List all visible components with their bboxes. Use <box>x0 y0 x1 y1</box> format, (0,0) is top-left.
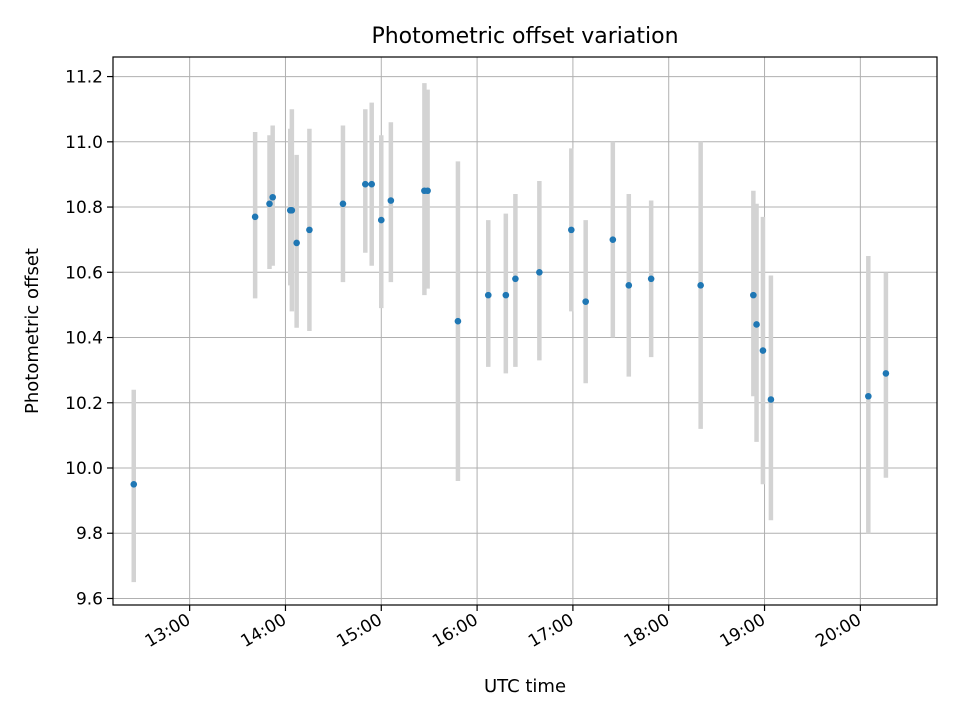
x-tick-label: 19:00 <box>717 610 769 652</box>
y-tick-label: 9.8 <box>76 524 103 544</box>
x-tick-label: 15:00 <box>333 610 385 652</box>
x-tick-label: 20:00 <box>812 610 864 652</box>
data-point <box>368 180 375 188</box>
x-tick-label: 17:00 <box>525 610 577 652</box>
y-tick-label: 10.0 <box>65 459 103 479</box>
data-point <box>697 282 704 289</box>
data-point <box>767 396 775 403</box>
plot-frame <box>112 56 938 606</box>
x-axis-label: UTC time <box>484 676 566 697</box>
y-axis: 9.6 9.8 10.0 10.2 10.4 10.6 10.8 11.0 11.2 <box>65 68 113 609</box>
y-tick-label: 11.2 <box>65 68 103 88</box>
data-point <box>647 275 655 283</box>
y-tick-label: 11.0 <box>65 133 103 153</box>
y-tick-label: 10.6 <box>65 263 103 283</box>
data-point <box>269 193 276 201</box>
data-point <box>512 275 519 283</box>
data-point <box>882 370 890 377</box>
data-point <box>502 291 510 299</box>
data-point <box>424 187 431 195</box>
x-axis: 13:00 14:00 15:00 16:00 17:00 18:00 19:00 20:00 <box>142 605 865 652</box>
data-point <box>582 298 589 305</box>
x-tick-label: 16:00 <box>429 610 481 652</box>
y-tick-label: 10.4 <box>65 329 103 349</box>
data-points <box>130 180 890 488</box>
data-point <box>377 216 385 224</box>
data-point <box>130 481 138 488</box>
chart-title: Photometric offset variation <box>371 24 678 49</box>
error-bars <box>131 83 889 583</box>
data-point <box>293 239 300 247</box>
data-point <box>454 317 462 325</box>
data-point <box>306 226 313 234</box>
data-point <box>484 291 492 299</box>
y-tick-label: 10.2 <box>65 394 103 414</box>
y-tick-label: 10.8 <box>65 198 103 218</box>
data-point <box>625 282 633 289</box>
data-point <box>750 291 757 299</box>
data-point <box>251 213 259 221</box>
data-point <box>266 200 273 208</box>
data-point <box>362 180 369 188</box>
data-point <box>865 392 872 400</box>
x-tick-label: 18:00 <box>621 610 673 652</box>
data-point <box>536 268 543 276</box>
data-point <box>339 200 347 208</box>
data-point <box>387 197 395 204</box>
data-point <box>609 236 617 243</box>
x-tick-label: 13:00 <box>142 610 194 652</box>
y-tick-label: 9.6 <box>76 589 103 609</box>
data-point <box>759 347 767 354</box>
grid <box>113 57 937 605</box>
x-tick-label: 14:00 <box>238 610 290 652</box>
data-point <box>568 226 575 234</box>
y-axis-label: Photometric offset <box>22 248 43 414</box>
data-point <box>288 207 296 214</box>
data-point <box>753 321 760 328</box>
